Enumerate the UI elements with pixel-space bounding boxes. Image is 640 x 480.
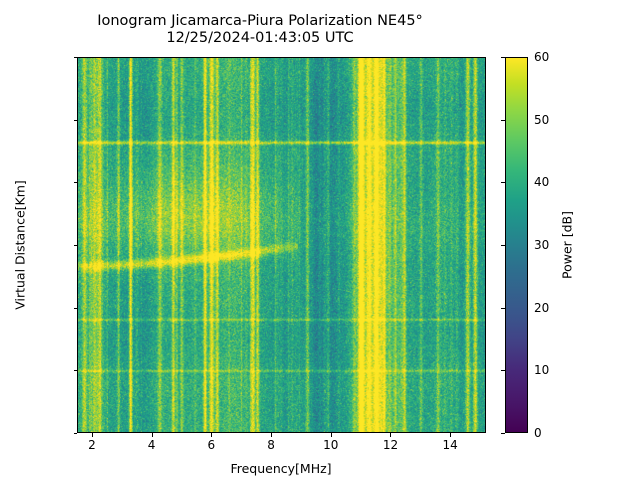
colorbar-tick-label: 0 xyxy=(534,426,542,440)
y-tick-mark xyxy=(73,57,77,58)
x-tick-mark xyxy=(390,433,392,437)
x-tick-mark xyxy=(271,433,273,437)
ionogram-plot-area xyxy=(77,57,486,433)
axis-tick-layer: Virtual Distance[Km] Frequency[MHz] 0500… xyxy=(13,57,486,476)
y-tick-mark xyxy=(73,245,77,246)
colorbar-tick-mark xyxy=(501,433,505,434)
title-line-2: 12/25/2024-01:43:05 UTC xyxy=(166,30,354,46)
colorbar-tick-mark xyxy=(501,307,505,309)
x-tick-mark xyxy=(151,433,153,437)
y-axis-label: Virtual Distance[Km] xyxy=(12,180,28,310)
colorbar-tick-mark xyxy=(501,57,505,58)
colorbar-tick-label: 20 xyxy=(534,300,550,315)
colorbar-label: Power [dB] xyxy=(559,210,575,280)
colorbar-tick-label: 10 xyxy=(534,363,550,378)
x-tick-mark xyxy=(91,433,93,437)
x-tick-label: 2 xyxy=(88,438,96,452)
colorbar-tick-label: 40 xyxy=(534,175,550,190)
colorbar-tick-mark xyxy=(501,182,505,184)
x-tick-label: 6 xyxy=(207,438,216,452)
y-tick-mark xyxy=(73,119,77,121)
colorbar-tick-label: 50 xyxy=(534,112,550,127)
x-axis-label: Frequency[MHz] xyxy=(230,461,332,476)
colorbar-tick-layer: Power [dB] 0 10 20 30 40 50 60 xyxy=(501,50,575,440)
y-tick-mark xyxy=(73,433,77,434)
x-tick-label: 14 xyxy=(442,438,458,452)
y-tick-mark xyxy=(73,370,77,372)
title-line-1: Ionogram Jicamarca-Piura Polarization NE… xyxy=(97,13,423,29)
x-tick-mark xyxy=(211,433,213,437)
colorbar-tick-mark xyxy=(501,245,505,246)
x-tick-mark xyxy=(450,433,452,437)
colorbar-tick-label: 30 xyxy=(534,238,550,252)
colorbar-tick-mark xyxy=(501,119,505,121)
x-tick-label: 12 xyxy=(382,438,399,452)
x-tick-mark xyxy=(330,433,332,437)
figure-title: Ionogram Jicamarca-Piura Polarization NE… xyxy=(0,13,520,47)
y-tick-mark xyxy=(73,307,77,309)
x-tick-label: 8 xyxy=(267,438,275,452)
x-tick-label: 4 xyxy=(147,438,156,452)
colorbar-tick-mark xyxy=(501,370,505,372)
colorbar xyxy=(505,57,528,433)
ionogram-heatmap xyxy=(78,58,485,432)
y-tick-mark xyxy=(73,182,77,184)
colorbar-tick-label: 60 xyxy=(534,50,550,64)
x-tick-label: 10 xyxy=(323,438,339,452)
